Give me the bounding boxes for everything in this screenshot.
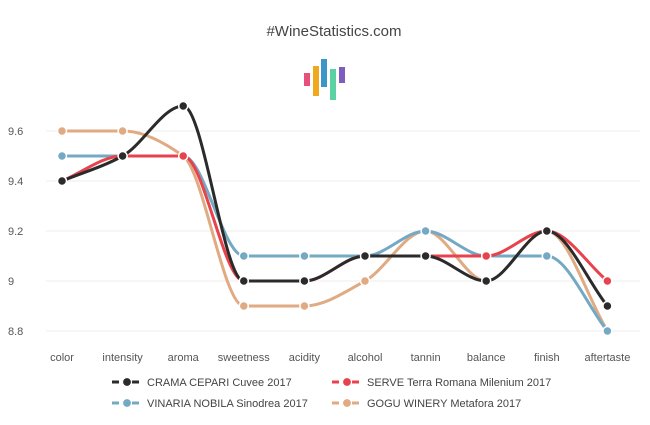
data-point-acidity[interactable] [299, 275, 310, 287]
data-point-balance[interactable] [480, 250, 492, 262]
x-tick-label-finish: finish [534, 352, 560, 364]
data-point-acidity[interactable] [299, 300, 310, 312]
legend-label: CRAMA CEPARI Cuvee 2017 [147, 377, 292, 389]
legend: CRAMA CEPARI Cuvee 2017 SERVE Terra Roman… [112, 376, 551, 410]
logo-bar [313, 66, 319, 96]
x-tick-label-aroma: aroma [168, 352, 200, 364]
legend-item-vinaria-nobila-sinodrea-2017[interactable]: VINARIA NOBILA Sinodrea 2017 [112, 397, 308, 410]
x-tick-label-color: color [50, 352, 74, 364]
chart-title: #WineStatistics.com [266, 23, 401, 40]
legend-item-gogu-winery-metafora-2017[interactable]: GOGU WINERY Metafora 2017 [332, 397, 521, 410]
legend-item-serve-terra-romana-milenium-2017[interactable]: SERVE Terra Romana Milenium 2017 [332, 376, 551, 389]
legend-label: GOGU WINERY Metafora 2017 [367, 398, 521, 410]
data-point-intensity[interactable] [117, 125, 128, 137]
x-axis-ticks: color intensity aroma sweetness acidity alcoh… [50, 352, 630, 364]
data-point-tannin[interactable] [420, 250, 431, 262]
x-tick-label-aftertaste: aftertaste [584, 352, 630, 364]
y-axis-ticks: 8.8 9 9.2 9.4 9.6 [8, 126, 23, 338]
legend-swatch-dot [341, 397, 353, 409]
series-layer [56, 100, 613, 337]
legend-label: VINARIA NOBILA Sinodrea 2017 [147, 398, 308, 410]
logo-bar [304, 73, 310, 86]
legend-swatch-dot [121, 376, 133, 388]
data-point-finish[interactable] [541, 250, 553, 262]
x-tick-label-acidity: acidity [289, 352, 321, 364]
y-tick-label: 9.6 [8, 126, 23, 138]
logo-bar [339, 67, 345, 83]
x-tick-label-tannin: tannin [411, 352, 441, 364]
series-line-serve-terra-romana-milenium-2017 [60, 154, 609, 283]
legend-item-crama-cepari-cuvee-2017[interactable]: CRAMA CEPARI Cuvee 2017 [112, 376, 292, 389]
wine-statistics-logo [304, 59, 345, 100]
x-tick-label-sweetness: sweetness [218, 352, 270, 364]
series-serve-terra-romana-milenium-2017 [56, 150, 613, 287]
data-point-aftertaste[interactable] [602, 300, 613, 312]
data-point-alcohol[interactable] [359, 250, 371, 262]
data-point-aftertaste[interactable] [602, 325, 613, 337]
data-point-alcohol[interactable] [359, 275, 371, 287]
y-tick-label: 8.8 [8, 326, 23, 338]
y-tick-label: 9.2 [8, 226, 23, 238]
series-line-crama-cepari-cuvee-2017 [60, 104, 609, 308]
x-tick-label-alcohol: alcohol [348, 352, 383, 364]
data-point-color[interactable] [56, 175, 68, 187]
data-point-balance[interactable] [480, 275, 492, 287]
logo-bar [330, 69, 336, 100]
data-point-finish[interactable] [541, 225, 553, 237]
y-gridlines [46, 130, 640, 332]
legend-swatch-dot [121, 397, 133, 409]
data-point-sweetness[interactable] [238, 250, 250, 262]
series-crama-cepari-cuvee-2017 [56, 100, 613, 312]
legend-label: SERVE Terra Romana Milenium 2017 [367, 377, 551, 389]
data-point-color[interactable] [56, 125, 68, 137]
data-point-intensity[interactable] [117, 150, 128, 162]
logo-bar [321, 59, 327, 87]
data-point-sweetness[interactable] [238, 300, 250, 312]
data-point-aroma[interactable] [177, 150, 189, 162]
data-point-tannin[interactable] [420, 225, 431, 237]
x-tick-label-intensity: intensity [102, 352, 143, 364]
data-point-color[interactable] [56, 150, 68, 162]
y-tick-label: 9.4 [8, 176, 23, 188]
y-tick-label: 9 [8, 276, 14, 288]
data-point-aroma[interactable] [177, 100, 189, 112]
data-point-aftertaste[interactable] [602, 275, 613, 287]
legend-swatch-dot [341, 376, 353, 388]
data-point-acidity[interactable] [299, 250, 310, 262]
data-point-sweetness[interactable] [238, 275, 250, 287]
x-tick-label-balance: balance [467, 352, 506, 364]
